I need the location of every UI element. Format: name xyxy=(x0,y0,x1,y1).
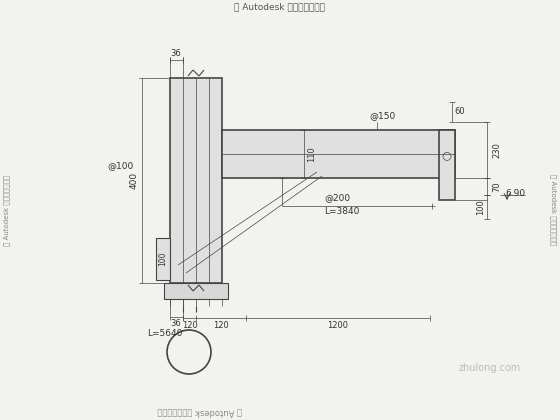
Bar xyxy=(439,130,455,200)
Text: 100: 100 xyxy=(158,252,167,266)
Text: 36: 36 xyxy=(171,320,181,328)
Text: 由 Autodesk 教育版产品制作: 由 Autodesk 教育版产品制作 xyxy=(235,3,325,11)
Text: 230: 230 xyxy=(492,142,502,158)
Text: 36: 36 xyxy=(171,50,181,58)
Text: @100: @100 xyxy=(107,161,133,170)
Text: 由 Autodesk 教育版产品制作: 由 Autodesk 教育版产品制作 xyxy=(550,174,556,246)
Text: 由 Autodesk 教育版产品制作: 由 Autodesk 教育版产品制作 xyxy=(4,174,10,246)
Text: 1200: 1200 xyxy=(328,321,348,331)
Bar xyxy=(156,238,170,280)
Text: 120: 120 xyxy=(181,321,197,331)
Text: 6.90: 6.90 xyxy=(505,189,525,197)
Text: zhulong.com: zhulong.com xyxy=(459,363,521,373)
Text: 110: 110 xyxy=(307,146,316,162)
Text: 120: 120 xyxy=(213,321,229,331)
Text: 70: 70 xyxy=(492,181,502,192)
Bar xyxy=(170,78,222,283)
Text: 60: 60 xyxy=(455,108,465,116)
Text: L=5640: L=5640 xyxy=(147,328,183,338)
Text: 100: 100 xyxy=(477,199,486,215)
Text: @200: @200 xyxy=(324,194,350,202)
Text: 400: 400 xyxy=(129,172,138,189)
Bar xyxy=(164,283,228,299)
Bar xyxy=(222,130,455,178)
Text: L=3840: L=3840 xyxy=(324,207,360,216)
Text: 由 Autodesk 教育版产品制作: 由 Autodesk 教育版产品制作 xyxy=(158,407,242,417)
Text: @150: @150 xyxy=(369,111,395,121)
